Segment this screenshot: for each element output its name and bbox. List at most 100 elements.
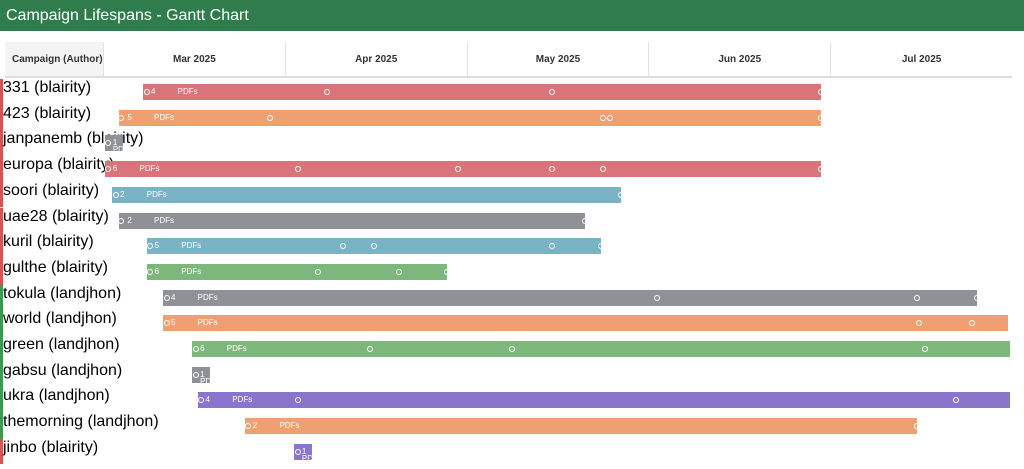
pdf-dot <box>112 191 119 198</box>
bar: 6 PDFs <box>104 161 825 178</box>
pdf-dot <box>818 89 825 95</box>
pdf-dot <box>163 294 170 301</box>
bar-label: 5 PDFs <box>127 112 175 122</box>
x-tick-label: Mar 2025 <box>103 42 285 78</box>
pdf-dot <box>339 243 346 250</box>
bar: 4 PDFs <box>162 289 981 306</box>
pdf-dot <box>549 243 556 250</box>
pdf-dot <box>396 268 403 275</box>
row-label: green (landjhon) <box>0 336 120 362</box>
pdf-dot <box>598 243 605 250</box>
bar: 4 PDFs <box>142 84 825 100</box>
bar: 1 PDF <box>104 135 129 155</box>
bar-label: 6 PDFs <box>112 164 160 174</box>
row-label: gulthe (blairity) <box>0 258 108 285</box>
row-label: gabsu (landjhon) <box>0 361 122 388</box>
pdf-dot <box>105 166 112 173</box>
bar-label: 1 PDF <box>112 138 129 155</box>
row-label: 423 (blairity) <box>0 104 91 131</box>
bar: 2 PDFs <box>112 186 625 203</box>
pdf-dot <box>198 397 205 404</box>
pdf-dot <box>267 114 274 121</box>
pdf-dot <box>818 166 825 173</box>
pdf-dot <box>914 423 921 430</box>
pdf-dot <box>581 217 588 224</box>
row-label: europa (blairity) <box>0 156 114 182</box>
pdf-dot <box>245 423 252 430</box>
title: Campaign Lifespans - Gantt Chart <box>0 0 1024 31</box>
x-tick-label: Jun 2025 <box>648 42 831 78</box>
bar-label: 5 PDFs <box>170 318 218 328</box>
pdf-dot <box>323 89 330 95</box>
row-label: themorning (landjhon) <box>0 413 159 439</box>
bar: 6 PDFs <box>146 263 450 280</box>
grid-line <box>284 42 286 76</box>
bar: 5 PDFs <box>146 238 605 255</box>
pdf-dot <box>367 346 374 352</box>
row-label: tokula (landjhon) <box>0 284 121 311</box>
pdf-dot <box>443 268 450 275</box>
grid-line <box>648 42 650 76</box>
bar-label: 5 PDFs <box>154 241 202 251</box>
bar-label: 4 PDFs <box>170 292 218 302</box>
row-label: uae28 (blairity) <box>0 207 109 234</box>
pdf-dot <box>147 268 154 275</box>
pdf-dot <box>294 448 301 455</box>
bar: 5 PDFs <box>118 109 825 126</box>
pdf-dot <box>599 166 606 173</box>
row-label: 331 (blairity) <box>0 79 91 105</box>
bar-label: 6 PDFs <box>200 344 247 353</box>
bar: 1 PDF <box>192 366 217 386</box>
bar-label: 2 PDFs <box>127 215 175 225</box>
x-tick-label: Jul 2025 <box>830 42 1012 78</box>
pdf-dot <box>163 320 170 327</box>
pdf-dot <box>143 89 150 95</box>
pdf-dot <box>607 114 614 121</box>
bar-label: 4 PDFs <box>205 395 253 405</box>
pdf-dot <box>294 166 301 173</box>
row-label: ukra (landjhon) <box>0 387 110 414</box>
pdf-dot <box>914 294 921 301</box>
pdf-dot <box>370 243 377 250</box>
pdf-dot <box>314 268 321 275</box>
row-label: world (landjhon) <box>0 310 117 336</box>
bar-label: 6 PDFs <box>154 266 202 276</box>
pdf-dot <box>192 346 199 352</box>
bar: 6 PDFs <box>192 341 1011 357</box>
grid-line <box>830 42 832 76</box>
pdf-dot <box>654 294 661 301</box>
bar: 2 PDFs <box>118 212 588 229</box>
pdf-dot <box>454 166 461 173</box>
bar: 5 PDFs <box>162 315 1009 332</box>
bar-label: 1 PDF <box>301 446 318 463</box>
bar: 4 PDFs <box>197 392 1011 409</box>
bar: 1 PDF <box>293 443 318 463</box>
grid-line <box>103 42 104 76</box>
pdf-dot <box>916 320 923 327</box>
pdf-dot <box>952 397 959 404</box>
pdf-dot <box>618 191 625 198</box>
pdf-dot <box>509 346 516 352</box>
row-label: kuril (blairity) <box>0 233 94 259</box>
pdf-dot <box>549 166 556 173</box>
pdf-dot <box>105 140 112 147</box>
pdf-dot <box>968 320 975 327</box>
pdf-dot <box>921 346 928 352</box>
row-label: jinbo (blairity) <box>0 438 98 465</box>
bar-label: 1 PDF <box>200 369 217 386</box>
label-header: Campaign (Author) <box>5 42 103 78</box>
bar: 2 PDFs <box>244 418 921 435</box>
pdf-dot <box>294 397 301 404</box>
pdf-dot <box>599 114 606 121</box>
pdf-dot <box>549 89 556 95</box>
grid-line <box>466 42 468 76</box>
pdf-dot <box>118 114 125 121</box>
bar-label: 2 PDFs <box>252 421 300 431</box>
x-tick-label: May 2025 <box>466 42 649 78</box>
pdf-dot <box>147 243 154 250</box>
pdf-dot <box>818 114 825 121</box>
pdf-dot <box>974 294 981 301</box>
x-tick-label: Apr 2025 <box>284 42 467 78</box>
bar-label: 2 PDFs <box>120 189 167 199</box>
